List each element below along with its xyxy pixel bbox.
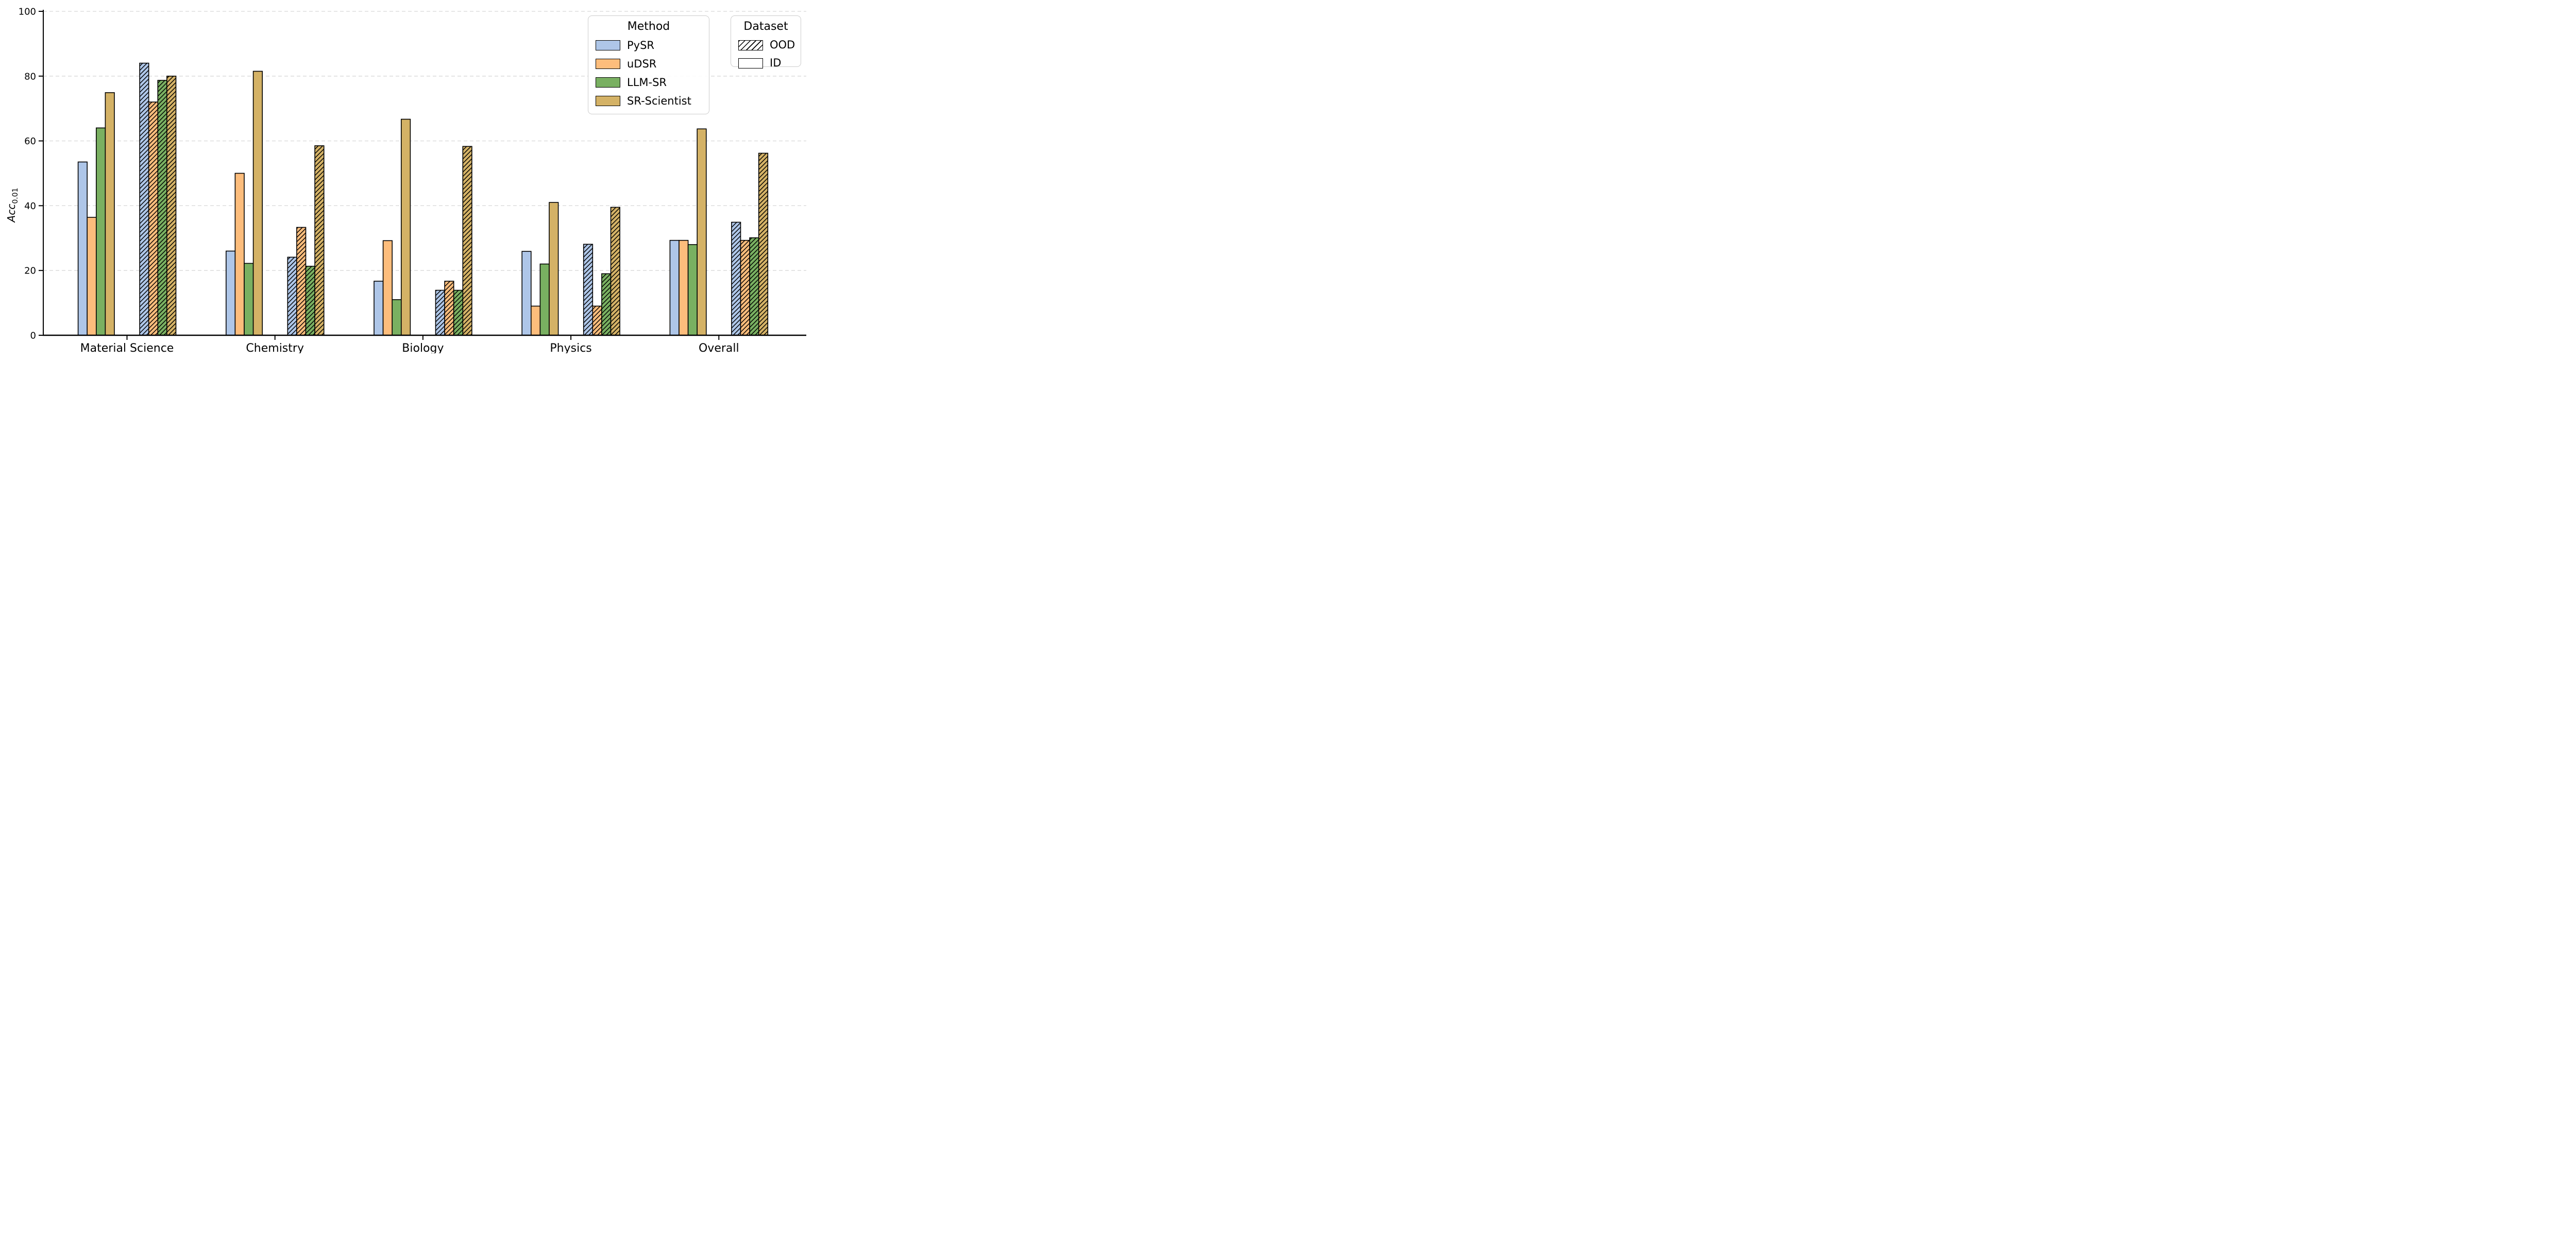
- bar-id-sr-scientist-0: [105, 92, 115, 336]
- bar-id-sr-scientist-2: [400, 118, 411, 336]
- x-tick-label-2: Biology: [402, 342, 444, 353]
- legend-dataset-title: Dataset: [743, 20, 788, 33]
- bar-id-llm-sr-0: [96, 127, 106, 336]
- bar-ood-udsr-2: [444, 281, 454, 336]
- legend-swatch-id: [738, 58, 763, 68]
- legend-swatch-pysr: [596, 40, 620, 50]
- legend-dataset-item-id: ID: [738, 54, 793, 72]
- bar-id-sr-scientist-4: [697, 128, 707, 336]
- bar-id-pysr-4: [669, 239, 680, 336]
- legend-swatch-llm-sr: [596, 77, 620, 88]
- legend-swatch-sr-scientist: [596, 96, 620, 106]
- y-tick-label-80: 80: [24, 71, 36, 82]
- bar-id-sr-scientist-3: [549, 202, 559, 336]
- bar-ood-sr-scientist-1: [314, 145, 325, 336]
- legend-label-sr-scientist: SR-Scientist: [627, 94, 691, 107]
- legend-method-item-llm-sr: LLM-SR: [596, 73, 702, 92]
- bar-ood-udsr-4: [740, 239, 750, 336]
- bar-ood-llm-sr-3: [601, 273, 612, 336]
- x-tick-label-0: Material Science: [80, 342, 174, 353]
- legend-label-llm-sr: LLM-SR: [627, 76, 667, 89]
- bar-id-llm-sr-3: [539, 263, 550, 336]
- x-tick-label-4: Overall: [699, 342, 739, 353]
- legend-label-udsr: uDSR: [627, 57, 657, 70]
- y-axis-label-sub: 0.01: [11, 187, 20, 204]
- y-axis-label-main: Acc: [5, 203, 18, 222]
- x-tick-label-3: Physics: [550, 342, 591, 353]
- y-tick-label-60: 60: [24, 136, 36, 147]
- bar-id-sr-scientist-1: [252, 71, 263, 336]
- y-tick-label-40: 40: [24, 201, 36, 212]
- legend-label-ood: OOD: [770, 39, 795, 51]
- bar-ood-pysr-0: [139, 62, 149, 336]
- bar-id-udsr-1: [234, 173, 245, 336]
- legend-method-item-sr-scientist: SR-Scientist: [596, 92, 702, 110]
- bar-id-udsr-3: [531, 305, 541, 336]
- bar-id-udsr-2: [382, 240, 393, 336]
- legend-method: Method PySR uDSR LLM-SR SR-Scientist: [588, 15, 709, 114]
- legend-swatch-udsr: [596, 59, 620, 69]
- y-tick-label-100: 100: [19, 7, 36, 18]
- legend-label-pysr: PySR: [627, 39, 655, 52]
- bar-ood-udsr-3: [592, 305, 602, 336]
- bar-ood-pysr-2: [435, 289, 445, 336]
- legend-swatch-ood: [738, 40, 763, 50]
- bar-id-pysr-3: [521, 251, 532, 336]
- legend-method-item-pysr: PySR: [596, 36, 702, 55]
- bar-ood-sr-scientist-2: [462, 146, 472, 336]
- legend-dataset-items: OOD ID: [738, 36, 795, 72]
- bar-id-llm-sr-1: [244, 263, 254, 336]
- y-axis-label: Acc0.01: [5, 174, 20, 236]
- figure: 0 20 40 60 80 100 Material Science Chemistry Bio…: [0, 0, 808, 353]
- legend-method-title: Method: [627, 20, 670, 33]
- bar-ood-llm-sr-1: [305, 266, 315, 336]
- bar-id-llm-sr-2: [392, 299, 402, 336]
- bar-ood-pysr-3: [583, 244, 594, 336]
- bar-id-pysr-1: [225, 250, 236, 336]
- bar-id-udsr-0: [87, 217, 97, 336]
- bar-ood-pysr-4: [731, 221, 741, 336]
- bar-ood-udsr-0: [148, 101, 159, 336]
- bar-id-pysr-0: [77, 161, 88, 336]
- x-tick-label-1: Chemistry: [246, 342, 304, 353]
- legend-dataset-item-ood: OOD: [738, 36, 795, 54]
- bar-ood-pysr-1: [287, 256, 297, 336]
- bar-ood-llm-sr-4: [749, 237, 759, 336]
- bar-ood-sr-scientist-0: [166, 76, 177, 336]
- bar-id-pysr-2: [374, 281, 384, 336]
- bar-ood-sr-scientist-4: [758, 152, 769, 336]
- legend-method-item-udsr: uDSR: [596, 55, 702, 73]
- bar-ood-sr-scientist-3: [610, 207, 620, 336]
- legend-label-id: ID: [770, 57, 782, 69]
- legend-method-items: PySR uDSR LLM-SR SR-Scientist: [596, 36, 702, 110]
- y-tick-label-20: 20: [24, 266, 36, 277]
- bar-chart-plot: 0 20 40 60 80 100 Material Science Chemistry Bio…: [19, 7, 806, 353]
- y-tick-label-0: 0: [30, 331, 36, 341]
- legend-dataset: Dataset OOD ID: [731, 15, 801, 68]
- bar-id-llm-sr-4: [687, 244, 698, 336]
- bar-ood-udsr-1: [296, 227, 307, 336]
- bar-ood-llm-sr-0: [157, 80, 167, 336]
- bar-ood-llm-sr-2: [453, 289, 464, 336]
- bar-id-udsr-4: [679, 239, 689, 336]
